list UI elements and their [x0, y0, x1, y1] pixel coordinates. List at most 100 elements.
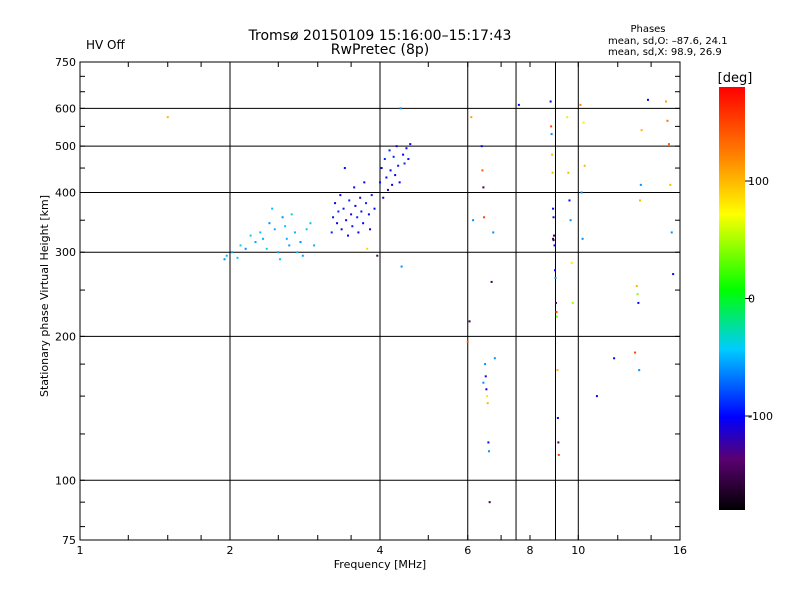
data-point — [339, 194, 342, 197]
phases-heading: Phases — [630, 24, 665, 35]
data-point — [223, 258, 226, 261]
data-point — [636, 293, 639, 296]
data-point — [568, 199, 571, 202]
x-tick-label: 16 — [673, 544, 687, 557]
data-point — [466, 340, 469, 343]
data-point — [554, 301, 557, 304]
data-point — [359, 196, 362, 199]
data-point — [550, 125, 553, 128]
data-point — [259, 231, 262, 234]
data-point — [360, 210, 363, 213]
data-point — [472, 219, 475, 222]
data-point — [470, 116, 473, 119]
data-point — [552, 239, 555, 242]
data-point — [638, 369, 641, 372]
x-tick-labels: 1 2 4 6 8 10 16 — [77, 544, 688, 557]
data-point — [380, 167, 383, 170]
data-point — [346, 234, 349, 237]
data-point — [343, 167, 346, 170]
data-point — [400, 265, 403, 268]
data-point — [273, 228, 276, 231]
data-point — [342, 207, 345, 210]
y-tick-label: 300 — [55, 246, 76, 259]
data-point — [402, 153, 405, 156]
phases-o-stats: mean, sd,O: –87.6, 24.1 — [608, 36, 728, 47]
phases-x-stats: mean, sd,X: 98.9, 26.9 — [608, 47, 722, 58]
y-tick-label: 400 — [55, 186, 76, 199]
y-tick-label: 600 — [55, 102, 76, 115]
data-point — [566, 116, 569, 119]
data-point — [488, 450, 491, 453]
data-point — [485, 388, 488, 391]
data-point — [582, 121, 585, 124]
data-point — [284, 225, 287, 228]
data-point — [637, 301, 640, 304]
data-point — [484, 375, 487, 378]
data-point — [262, 237, 265, 240]
data-point — [666, 119, 669, 122]
data-point — [225, 254, 228, 257]
data-point — [166, 116, 169, 119]
x-tick-label: 6 — [464, 544, 471, 557]
data-point — [583, 164, 586, 167]
colorbar-ticks: 100 0 -100 — [745, 175, 773, 423]
data-point — [301, 254, 304, 257]
data-point — [557, 441, 560, 444]
data-point — [383, 158, 386, 161]
colorbar-tick-label: 100 — [748, 175, 769, 188]
data-point — [367, 213, 370, 216]
data-point — [309, 222, 312, 225]
data-point — [281, 216, 284, 219]
data-point — [357, 231, 360, 234]
data-point — [670, 231, 673, 234]
data-point — [487, 441, 490, 444]
data-point — [351, 225, 354, 228]
data-point — [394, 174, 397, 177]
data-point — [555, 315, 558, 318]
data-point — [407, 158, 410, 161]
data-point — [556, 416, 559, 419]
data-point — [552, 216, 555, 219]
gridlines — [80, 62, 680, 540]
data-point — [391, 183, 394, 186]
data-point — [305, 228, 308, 231]
data-point — [553, 244, 556, 247]
data-point — [293, 231, 296, 234]
data-point — [299, 241, 302, 244]
x-tick-label: 10 — [571, 544, 585, 557]
data-point — [570, 261, 573, 264]
data-point — [337, 210, 340, 213]
data-point — [385, 176, 388, 179]
data-point — [634, 351, 637, 354]
data-point — [569, 219, 572, 222]
y-tick-label: 100 — [55, 474, 76, 487]
data-point — [348, 199, 351, 202]
data-point — [403, 162, 406, 165]
data-point — [373, 207, 376, 210]
data-point — [482, 186, 485, 189]
data-point — [365, 202, 368, 205]
x-tick-label: 2 — [227, 544, 234, 557]
data-point — [231, 251, 234, 254]
data-point — [236, 256, 239, 259]
data-point — [468, 320, 471, 323]
data-point — [557, 453, 560, 456]
data-point — [265, 247, 268, 250]
minor-ticks — [80, 62, 681, 540]
colorbar-gradient — [719, 87, 745, 510]
data-point — [336, 222, 339, 225]
data-point — [392, 155, 395, 158]
x-tick-label: 8 — [527, 544, 534, 557]
colorbar-tick-label: -100 — [748, 410, 773, 423]
data-point — [481, 169, 484, 172]
data-point — [290, 213, 293, 216]
data-point — [395, 145, 398, 148]
data-point — [405, 147, 408, 150]
colorbar-tick-label: 0 — [748, 293, 755, 306]
data-point — [398, 181, 401, 184]
data-point — [550, 133, 553, 136]
data-point — [672, 273, 675, 276]
data-point — [595, 395, 598, 398]
data-point — [552, 237, 555, 240]
data-points — [166, 98, 675, 504]
